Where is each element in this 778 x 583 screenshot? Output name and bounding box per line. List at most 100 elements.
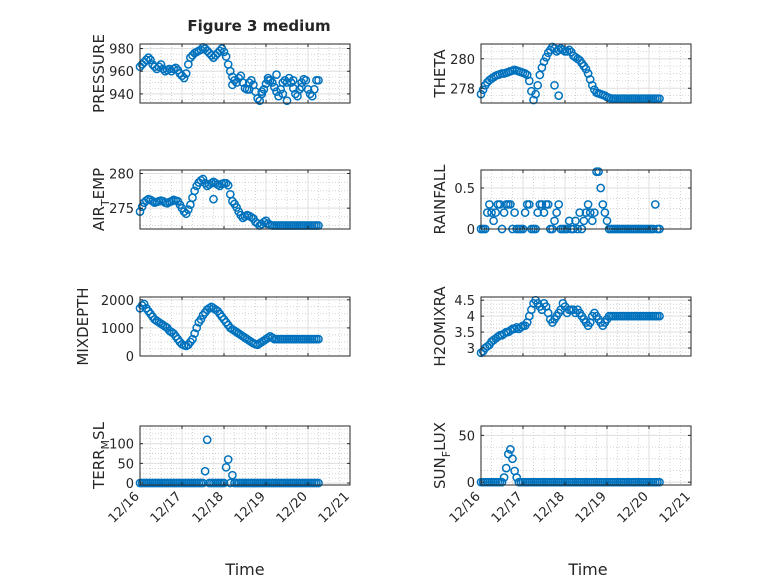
data-point [571,216,580,226]
data-point [188,334,197,344]
data-point [225,478,235,488]
y-tick-label: 960 [109,65,134,80]
y-axis-label: THETA [431,49,449,99]
data-point [158,64,168,74]
data-point [581,64,591,74]
x-axis-label-right: Time [567,560,607,579]
y-tick-label: 1000 [101,322,134,337]
data-point [587,216,597,226]
data-point [278,78,288,87]
data-point [139,299,149,309]
data-point [497,477,507,487]
data-point [554,200,564,209]
y-tick-label: 50 [117,457,134,472]
plot-area [481,170,691,229]
data-point [531,89,540,99]
y-axis-label: PRESSURE [90,34,108,113]
data-point [489,216,498,226]
x-axis-label-left: Time [224,560,264,579]
data-point [225,66,235,76]
data-point [221,462,231,472]
data-point [232,203,241,212]
data-point [564,45,574,55]
data-series [135,299,323,351]
data-point [257,87,267,97]
data-point [259,85,269,94]
data-point [265,75,275,85]
y-tick-label: 0 [467,476,475,491]
data-point [232,78,241,87]
data-point [550,216,559,226]
data-point [482,208,492,217]
data-point [533,208,543,217]
y-tick-label: 3.5 [454,326,475,341]
data-point [278,89,288,99]
y-tick-label: 0 [126,350,134,365]
y-axis-label-subscript: M [99,440,112,450]
axes-frame [139,43,351,104]
data-point [510,208,519,217]
y-axis-label-main: AIR [90,206,108,231]
data-series [476,295,664,358]
data-point [581,208,591,217]
subplot-6: 33.544.5 H2OMIXRA [431,286,692,367]
data-point [165,64,174,74]
data-point [141,55,151,65]
data-point [602,216,612,226]
axes-frame [139,296,351,357]
axes-frame [480,169,692,230]
data-point [314,75,323,85]
y-tick-label: 100 [109,438,134,453]
data-point [196,45,206,55]
data-point [223,455,233,464]
data-point [501,463,511,473]
data-point [550,80,559,90]
y-axis-label: H2OMIXRA [431,286,449,367]
data-point [650,200,660,209]
y-axis-label-rest: SL [90,421,108,440]
data-point [244,85,254,94]
axes-frame [480,43,692,104]
data-point [215,46,225,56]
data-point [524,76,534,86]
data-point [202,435,212,445]
data-point [228,470,237,480]
axes-frame [480,296,692,357]
data-point [137,202,147,212]
data-point [491,208,501,217]
data-point [221,178,231,188]
data-point [537,200,547,209]
data-point [179,207,189,216]
data-point [297,82,307,92]
data-point [543,200,553,209]
data-point [177,71,187,81]
y-tick-label: 0 [126,477,134,492]
y-axis-label-subscript: T [99,199,112,207]
data-point [562,47,572,56]
data-point [554,91,564,100]
data-point [282,96,292,106]
data-point [598,200,608,209]
data-series [135,174,323,230]
y-tick-label: 275 [109,202,134,217]
y-tick-label: 278 [450,82,475,97]
y-axis-label: MIXDEPTH [74,287,92,365]
data-point [156,60,166,69]
data-point [179,73,189,83]
data-point [539,57,549,67]
y-axis-label: RAINFALL [431,164,449,235]
data-point [552,208,561,217]
data-point [520,69,530,78]
data-point [558,45,568,55]
data-point [309,85,319,94]
data-series [135,43,323,106]
data-series [476,42,664,105]
data-point [524,200,534,209]
data-point [246,75,256,85]
data-point [198,478,208,488]
